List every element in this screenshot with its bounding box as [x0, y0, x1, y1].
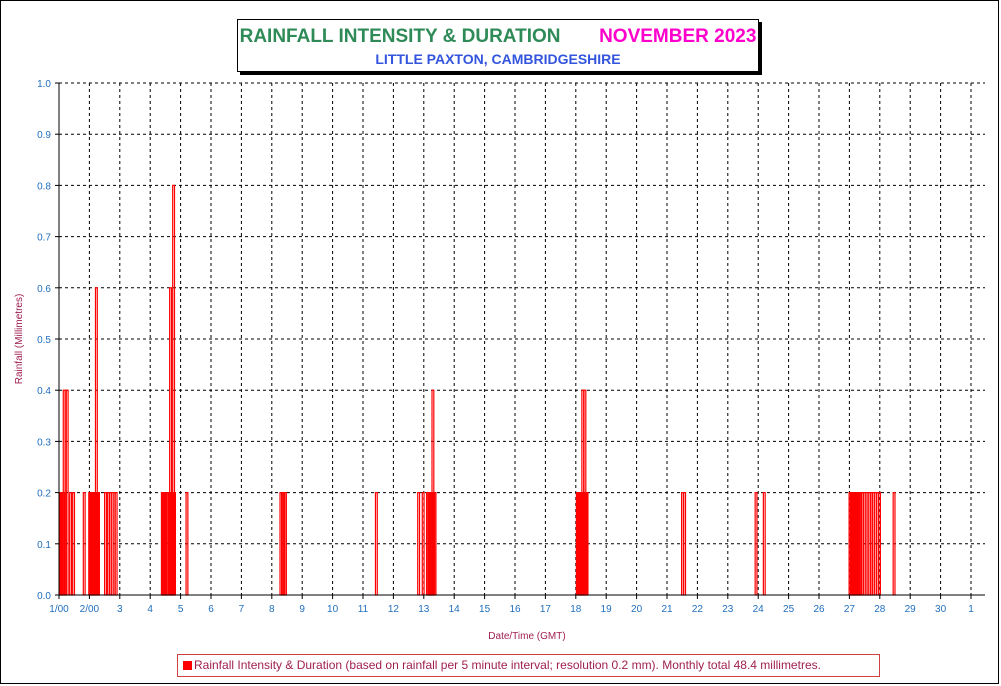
- legend-swatch: [183, 661, 192, 670]
- y-tick-labels: 0.0 0.1 0.2 0.3 0.4 0.5 0.6 0.7 0.8 0.9 1.0: [37, 79, 59, 602]
- x-tick-label: 15: [479, 604, 491, 615]
- legend-text: Rainfall Intensity & Duration (based on …: [194, 658, 821, 672]
- x-tick-label: 2/00: [80, 604, 100, 615]
- x-tick-label: 14: [449, 604, 461, 615]
- x-tick-label: 7: [239, 604, 245, 615]
- x-tick-label: 21: [661, 604, 673, 615]
- x-tick-label: 18: [570, 604, 582, 615]
- x-tick-label: 9: [299, 604, 305, 615]
- y-tick-label: 0.9: [37, 130, 51, 141]
- x-tick-label: 28: [874, 604, 886, 615]
- title-box: RAINFALL INTENSITY & DURATION NOVEMBER 2…: [237, 19, 759, 72]
- x-tick-label: 8: [269, 604, 275, 615]
- rain-bar: [417, 492, 421, 596]
- x-tick-label: 25: [783, 604, 795, 615]
- x-tick-label: 17: [540, 604, 552, 615]
- x-tick-label: 24: [753, 604, 765, 615]
- x-tick-label: 23: [722, 604, 734, 615]
- x-tick-label: 20: [631, 604, 643, 615]
- rain-bar: [374, 492, 378, 596]
- chart-title-period: NOVEMBER 2023: [599, 26, 757, 47]
- rain-bar: [283, 492, 287, 596]
- grid-lines: [59, 82, 985, 595]
- x-tick-label: 1/00: [49, 604, 69, 615]
- rain-bar: [114, 492, 118, 596]
- y-tick-label: 0.4: [37, 386, 51, 397]
- chart-subtitle: LITTLE PAXTON, CAMBRIDGESHIRE: [375, 51, 621, 67]
- x-tick-label: 27: [844, 604, 856, 615]
- legend: Rainfall Intensity & Duration (based on …: [177, 654, 880, 677]
- x-tick-label: 26: [813, 604, 825, 615]
- rain-bar: [69, 492, 73, 596]
- y-tick-label: 0.8: [37, 181, 51, 192]
- x-tick-label: 5: [178, 604, 184, 615]
- x-tick-label: 12: [388, 604, 400, 615]
- x-tick-label: 22: [692, 604, 704, 615]
- rain-bar: [762, 492, 766, 596]
- x-tick-label: 19: [601, 604, 613, 615]
- x-tick-labels: 1/00 2/00 3 4 5 6 7 8 9 10 11 12 13 14 15 16 17 18 19 20 21 2…: [49, 595, 974, 615]
- chart-title-line: RAINFALL INTENSITY & DURATION NOVEMBER 2…: [238, 26, 758, 48]
- y-tick-label: 0.0: [37, 591, 51, 602]
- chart-title: RAINFALL INTENSITY & DURATION: [239, 26, 561, 47]
- y-tick-label: 0.2: [37, 489, 51, 500]
- y-tick-label: 0.1: [37, 540, 51, 551]
- x-tick-label: 1: [968, 604, 974, 615]
- y-tick-label: 0.7: [37, 233, 51, 244]
- y-axis-label: Rainfall (Millimetres): [14, 294, 25, 385]
- x-tick-label: 16: [509, 604, 521, 615]
- x-tick-label: 4: [147, 604, 153, 615]
- rain-bar: [103, 492, 107, 596]
- x-tick-label: 3: [117, 604, 123, 615]
- rain-bar: [877, 492, 881, 596]
- x-tick-label: 6: [208, 604, 214, 615]
- x-tick-label: 10: [327, 604, 339, 615]
- x-tick-label: 11: [358, 604, 369, 615]
- x-tick-label: 30: [935, 604, 947, 615]
- x-tick-label: 29: [905, 604, 917, 615]
- y-tick-label: 0.5: [37, 335, 51, 346]
- y-tick-label: 0.6: [37, 284, 51, 295]
- x-axis-label: Date/Time (GMT): [488, 631, 565, 642]
- y-tick-label: 0.3: [37, 437, 51, 448]
- x-tick-label: 13: [418, 604, 430, 615]
- rain-bar: [421, 492, 425, 596]
- y-tick-label: 1.0: [37, 79, 51, 90]
